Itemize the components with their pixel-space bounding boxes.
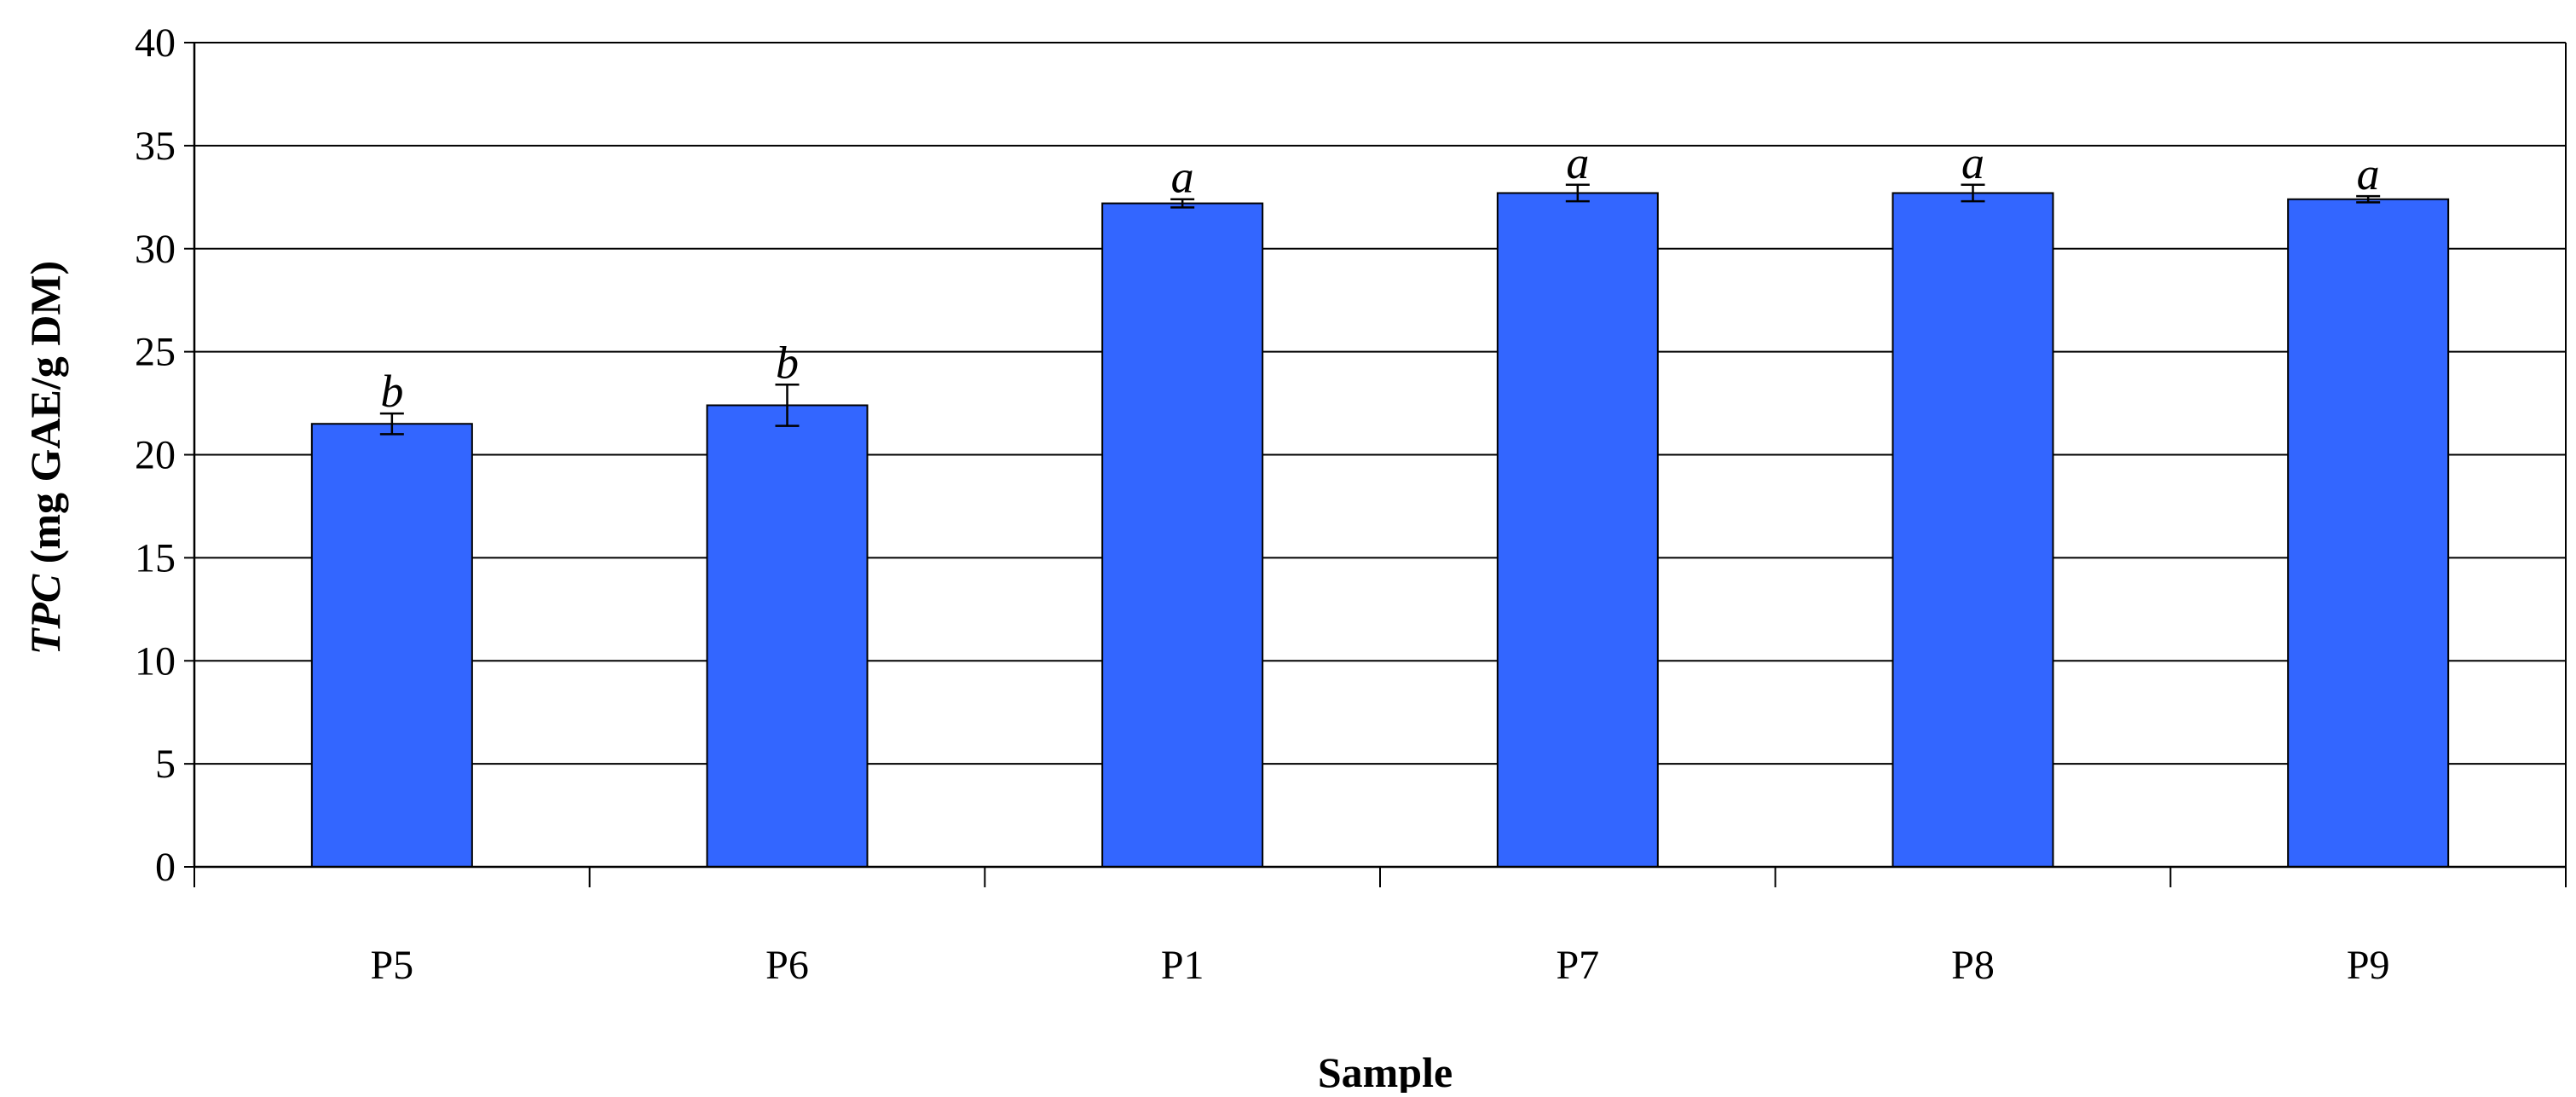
significance-letter: a <box>2357 148 2380 199</box>
error-bars <box>379 183 2381 436</box>
x-axis-title: Sample <box>1318 1048 1453 1093</box>
bar <box>1101 202 1264 868</box>
y-tick-label: 40 <box>135 20 176 66</box>
y-axis-title-rest: (mg GAE/g DM) <box>21 261 69 574</box>
y-tick-label: 30 <box>135 227 176 272</box>
axes <box>184 42 2567 887</box>
bar <box>1496 192 1659 869</box>
bar <box>310 423 473 868</box>
y-tick-label: 10 <box>135 638 176 684</box>
y-tick-label: 5 <box>155 742 176 787</box>
bar <box>706 404 869 869</box>
x-tick-label: P9 <box>2347 943 2390 988</box>
y-tick-label: 15 <box>135 535 176 580</box>
y-axis-title-italic: TPC <box>21 574 69 655</box>
bar <box>1892 192 2054 869</box>
x-tick-label: P7 <box>1556 943 1599 988</box>
labels: 0 5 10 15 20 25 30 35 40 b P5 b P6 a P1 a P7 a P8 a P9 <box>135 20 2390 988</box>
x-tick-label: P1 <box>1161 943 1204 988</box>
significance-letter: b <box>380 366 403 417</box>
x-tick-label: P8 <box>1951 943 1995 988</box>
y-tick-label: 0 <box>155 845 176 890</box>
x-tick-label: P5 <box>370 943 413 988</box>
significance-letter: a <box>1961 137 1984 188</box>
y-tick-label: 35 <box>135 124 176 169</box>
significance-letter: a <box>1171 152 1194 203</box>
x-tick-label: P6 <box>765 943 809 988</box>
bars <box>310 192 2450 869</box>
significance-letter: a <box>1566 137 1589 188</box>
gridlines <box>194 42 2566 765</box>
y-tick-label: 20 <box>135 433 176 478</box>
bar <box>2287 198 2450 869</box>
significance-letter: b <box>776 337 799 388</box>
y-axis-title: TPC (mg GAE/g DM) <box>21 261 69 655</box>
y-tick-label: 25 <box>135 330 176 375</box>
